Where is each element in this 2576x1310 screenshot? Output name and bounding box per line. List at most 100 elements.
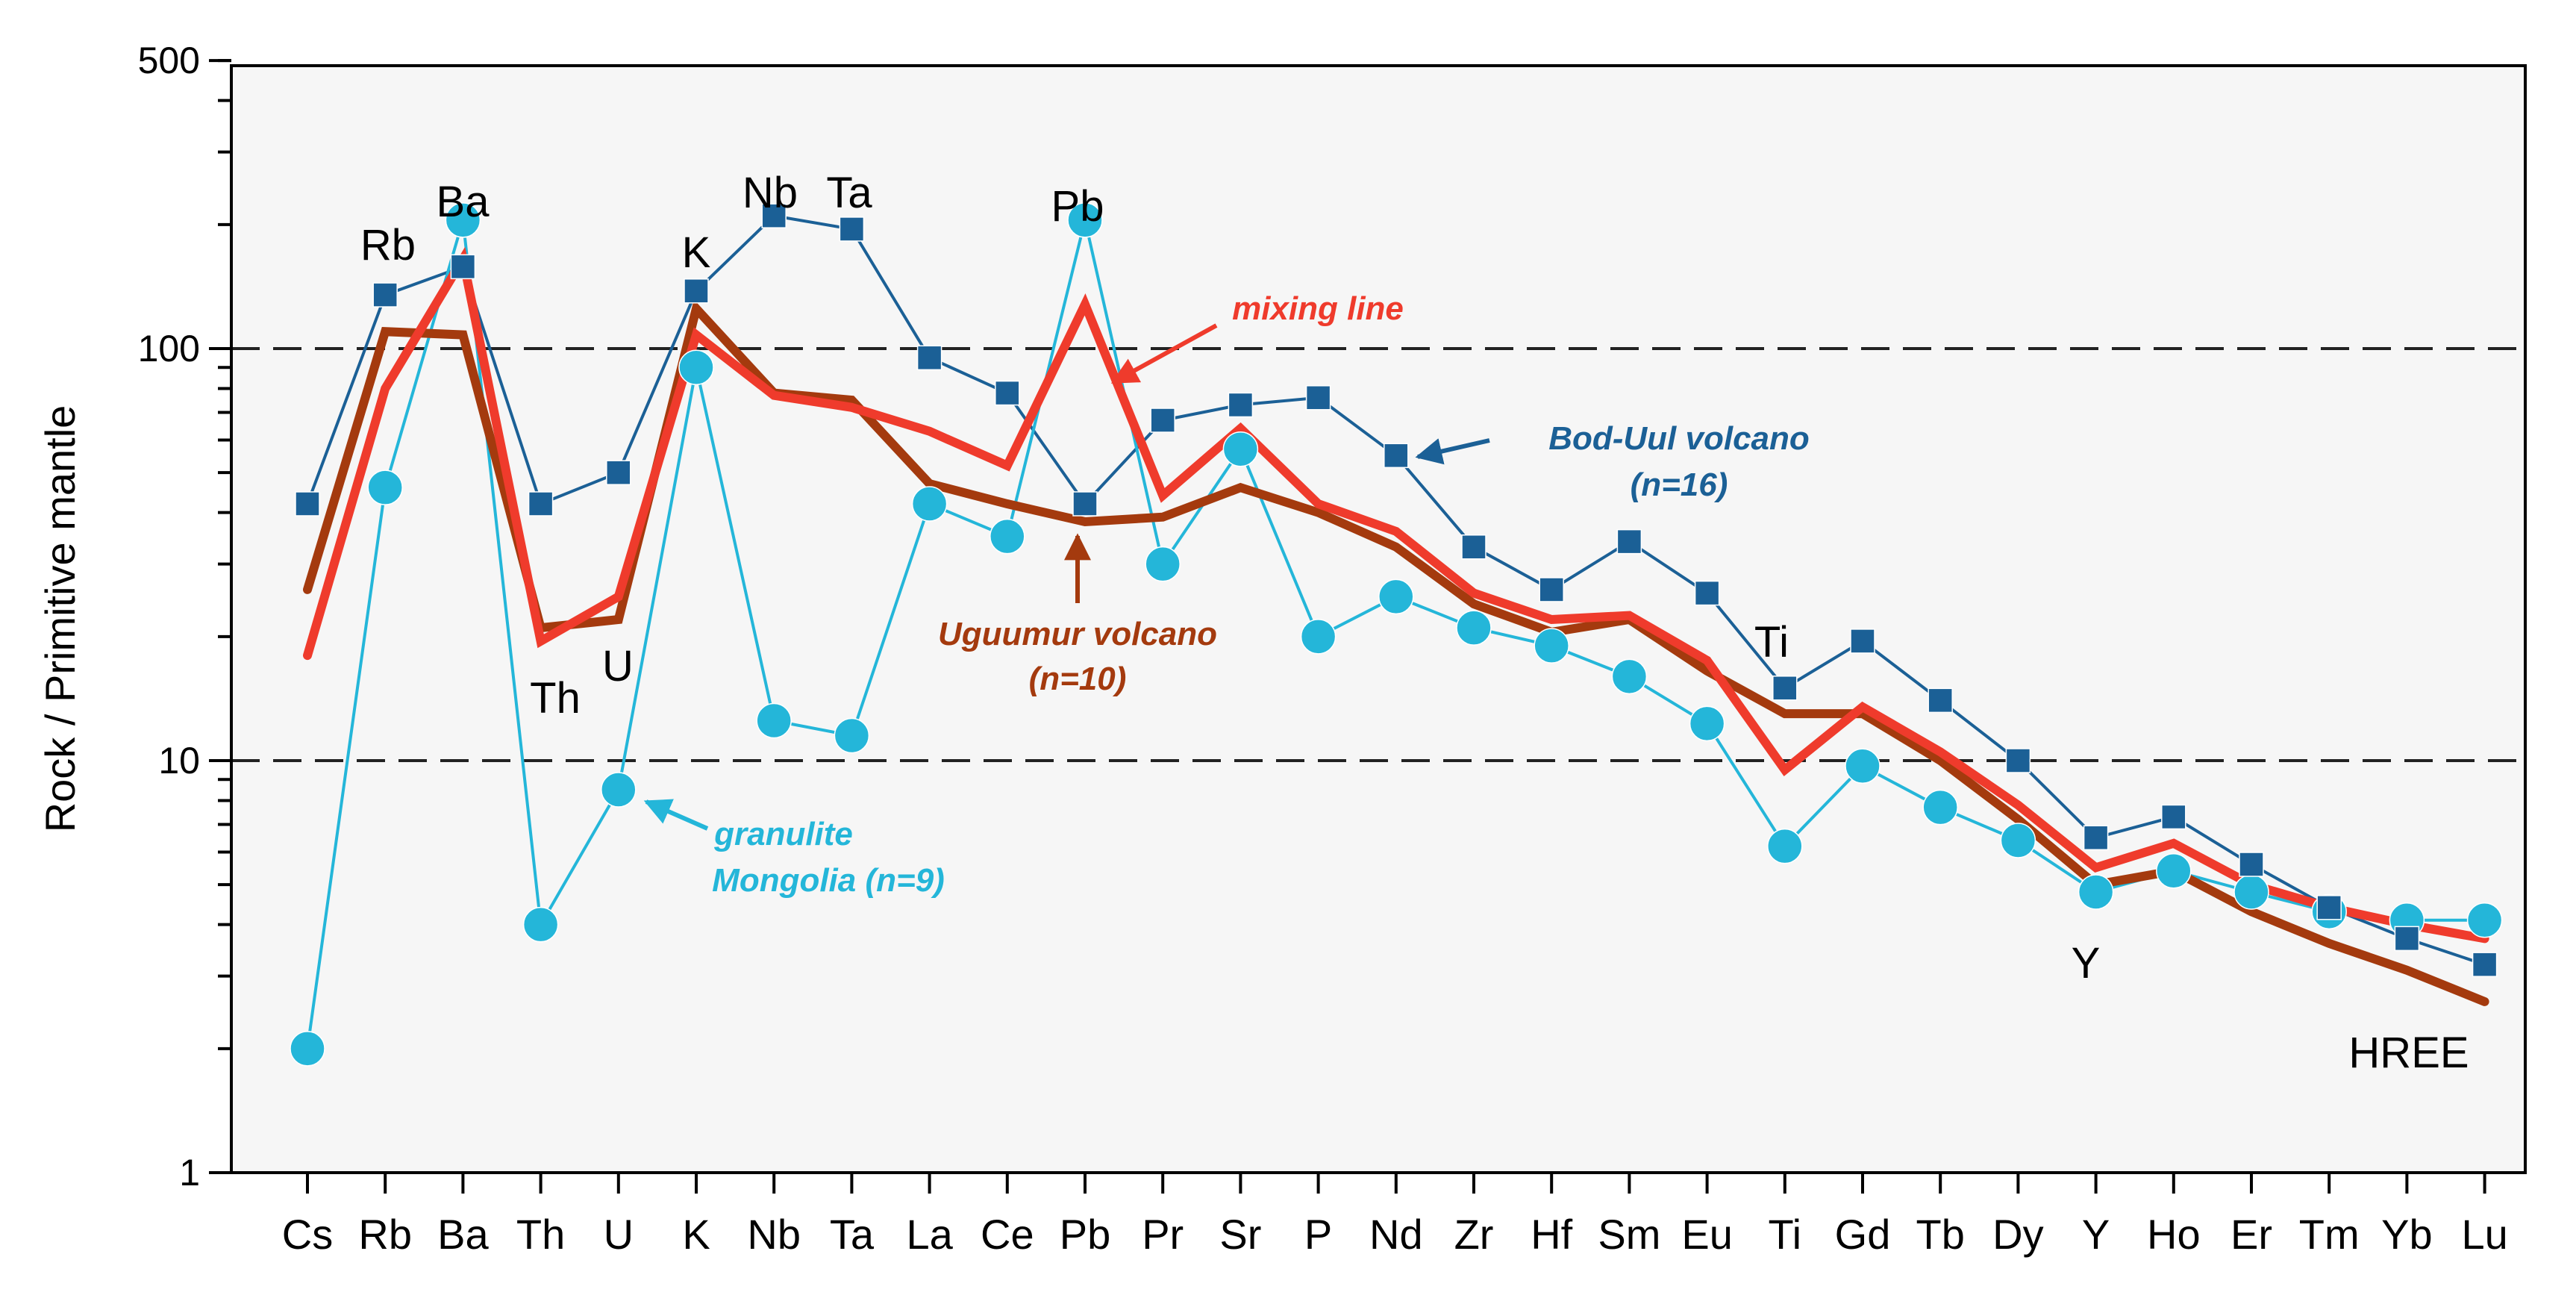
point-granulite-dy <box>2000 823 2036 858</box>
point-granulite-k <box>678 349 714 386</box>
point-bod-uul-ba <box>450 254 476 280</box>
annotation-y: Y <box>2072 939 2101 988</box>
x-tick-label-gd: Gd <box>1835 1211 1891 1258</box>
x-tick-label-nb: Nb <box>747 1211 801 1258</box>
point-granulite-hf <box>1534 628 1569 664</box>
point-bod-uul-zr <box>1461 534 1486 560</box>
series <box>290 202 2503 1067</box>
x-tick-label-eu: Eu <box>1681 1211 1733 1258</box>
point-bod-uul-sm <box>1616 528 1642 555</box>
x-tick-label-u: U <box>604 1211 634 1258</box>
legend-uguumur-line2: (n=10) <box>1029 661 1127 697</box>
x-tick-label-dy: Dy <box>1992 1211 2043 1258</box>
point-granulite-eu <box>1689 705 1725 742</box>
point-bod-uul-rb <box>372 282 398 308</box>
annotation-ta: Ta <box>826 169 872 217</box>
legend-mixing-arrow <box>1110 323 1218 384</box>
x-axis: Cs Rb Ba Th U K Nb Ta La Ce Pb Pr Sr P Nd Zr Hf Sm Eu Ti Gd T… <box>282 1173 2508 1258</box>
point-granulite-u <box>601 772 637 808</box>
point-bod-uul-y <box>2083 825 2109 851</box>
point-bod-uul-tm <box>2316 895 2342 920</box>
point-bod-uul-cs <box>295 491 320 517</box>
point-granulite-sr <box>1222 431 1259 467</box>
annotation-pb: Pb <box>1051 182 1104 231</box>
legend-bod-uul-line2: (n=16) <box>1631 467 1728 503</box>
point-granulite-tb <box>1922 789 1958 826</box>
point-bod-uul-pb <box>1072 491 1098 517</box>
legend-granulite-line1: granulite <box>713 816 853 852</box>
point-granulite-sm <box>1611 658 1648 695</box>
x-tick-label-ba: Ba <box>437 1211 489 1258</box>
x-tick-label-cs: Cs <box>282 1211 333 1258</box>
x-tick-label-la: La <box>906 1211 953 1258</box>
x-tick-label-sm: Sm <box>1598 1211 1660 1258</box>
x-tick-label-k: K <box>682 1211 710 1258</box>
point-bod-uul-k <box>684 278 709 304</box>
point-granulite-cs <box>290 1031 325 1067</box>
annotation-k: K <box>682 228 711 277</box>
point-bod-uul-yb <box>2394 926 2420 952</box>
point-bod-uul-ho <box>2161 804 2186 830</box>
point-bod-uul-pr <box>1150 408 1175 433</box>
point-granulite-er <box>2233 874 2269 910</box>
point-granulite-zr <box>1456 610 1492 646</box>
point-bod-uul-eu <box>1694 580 1720 606</box>
y-tick-label: 100 <box>138 328 200 369</box>
annotation-hree: HREE <box>2348 1029 2469 1077</box>
point-granulite-ti <box>1767 828 1803 864</box>
point-granulite-nd <box>1378 578 1414 615</box>
y-axis: 1 10 100 500 <box>138 40 231 1194</box>
x-tick-label-er: Er <box>2230 1211 2272 1258</box>
annotation-ba: Ba <box>437 178 490 226</box>
annotation-nb: Nb <box>743 169 798 217</box>
series-line-mixing-line <box>303 246 2489 943</box>
point-bod-uul-lu <box>2472 952 2498 977</box>
point-granulite-ho <box>2156 852 2192 889</box>
point-bod-uul-nb <box>761 203 787 228</box>
element-annotations: Rb Ba K Nb Ta Pb Th U Ti Y HREE <box>360 169 2469 1077</box>
point-granulite-y <box>2078 874 2114 910</box>
point-bod-uul-hf <box>1539 577 1564 602</box>
point-granulite-lu <box>2466 902 2503 938</box>
annotation-rb: Rb <box>360 221 416 269</box>
point-bod-uul-p <box>1305 385 1331 411</box>
x-tick-label-p: P <box>1304 1211 1332 1258</box>
legend-bod-uul-line1: Bod-Uul volcano <box>1548 420 1810 457</box>
x-tick-label-ho: Ho <box>2147 1211 2201 1258</box>
x-tick-label-ti: Ti <box>1769 1211 1802 1258</box>
reference-lines <box>231 347 2525 762</box>
legend-uguumur-line1: Uguumur volcano <box>938 616 1217 652</box>
y-tick-label: 500 <box>138 40 200 81</box>
point-granulite-nb <box>756 702 792 739</box>
x-tick-label-pb: Pb <box>1060 1211 1111 1258</box>
point-bod-uul-gd <box>1850 629 1875 654</box>
point-granulite-th <box>522 906 559 943</box>
legend-bod-uul-arrow <box>1415 438 1490 465</box>
point-bod-uul-ce <box>995 380 1020 406</box>
point-bod-uul-er <box>2239 852 2264 877</box>
annotation-th: Th <box>530 674 581 723</box>
point-bod-uul-u <box>606 460 631 485</box>
point-granulite-ta <box>834 717 870 754</box>
point-bod-uul-sr <box>1228 392 1254 418</box>
x-tick-label-nd: Nd <box>1369 1211 1423 1258</box>
x-tick-label-th: Th <box>516 1211 565 1258</box>
x-tick-label-hf: Hf <box>1531 1211 1572 1258</box>
x-tick-label-pr: Pr <box>1142 1211 1184 1258</box>
y-tick-label: 10 <box>158 740 200 782</box>
point-bod-uul-ti <box>1772 676 1798 701</box>
y-axis-label: Rock / Primitive mantle <box>37 405 84 833</box>
point-bod-uul-th <box>528 491 554 517</box>
point-granulite-pr <box>1145 546 1181 582</box>
annotation-ti: Ti <box>1754 618 1789 667</box>
x-tick-label-yb: Yb <box>2381 1211 2433 1258</box>
x-tick-label-zr: Zr <box>1454 1211 1494 1258</box>
point-granulite-la <box>911 486 948 522</box>
annotation-u: U <box>602 642 634 690</box>
point-bod-uul-nd <box>1384 443 1409 469</box>
point-granulite-p <box>1300 619 1337 655</box>
point-bod-uul-tb <box>1928 687 1953 714</box>
x-tick-label-tm: Tm <box>2299 1211 2360 1258</box>
point-bod-uul-dy <box>2005 748 2031 773</box>
